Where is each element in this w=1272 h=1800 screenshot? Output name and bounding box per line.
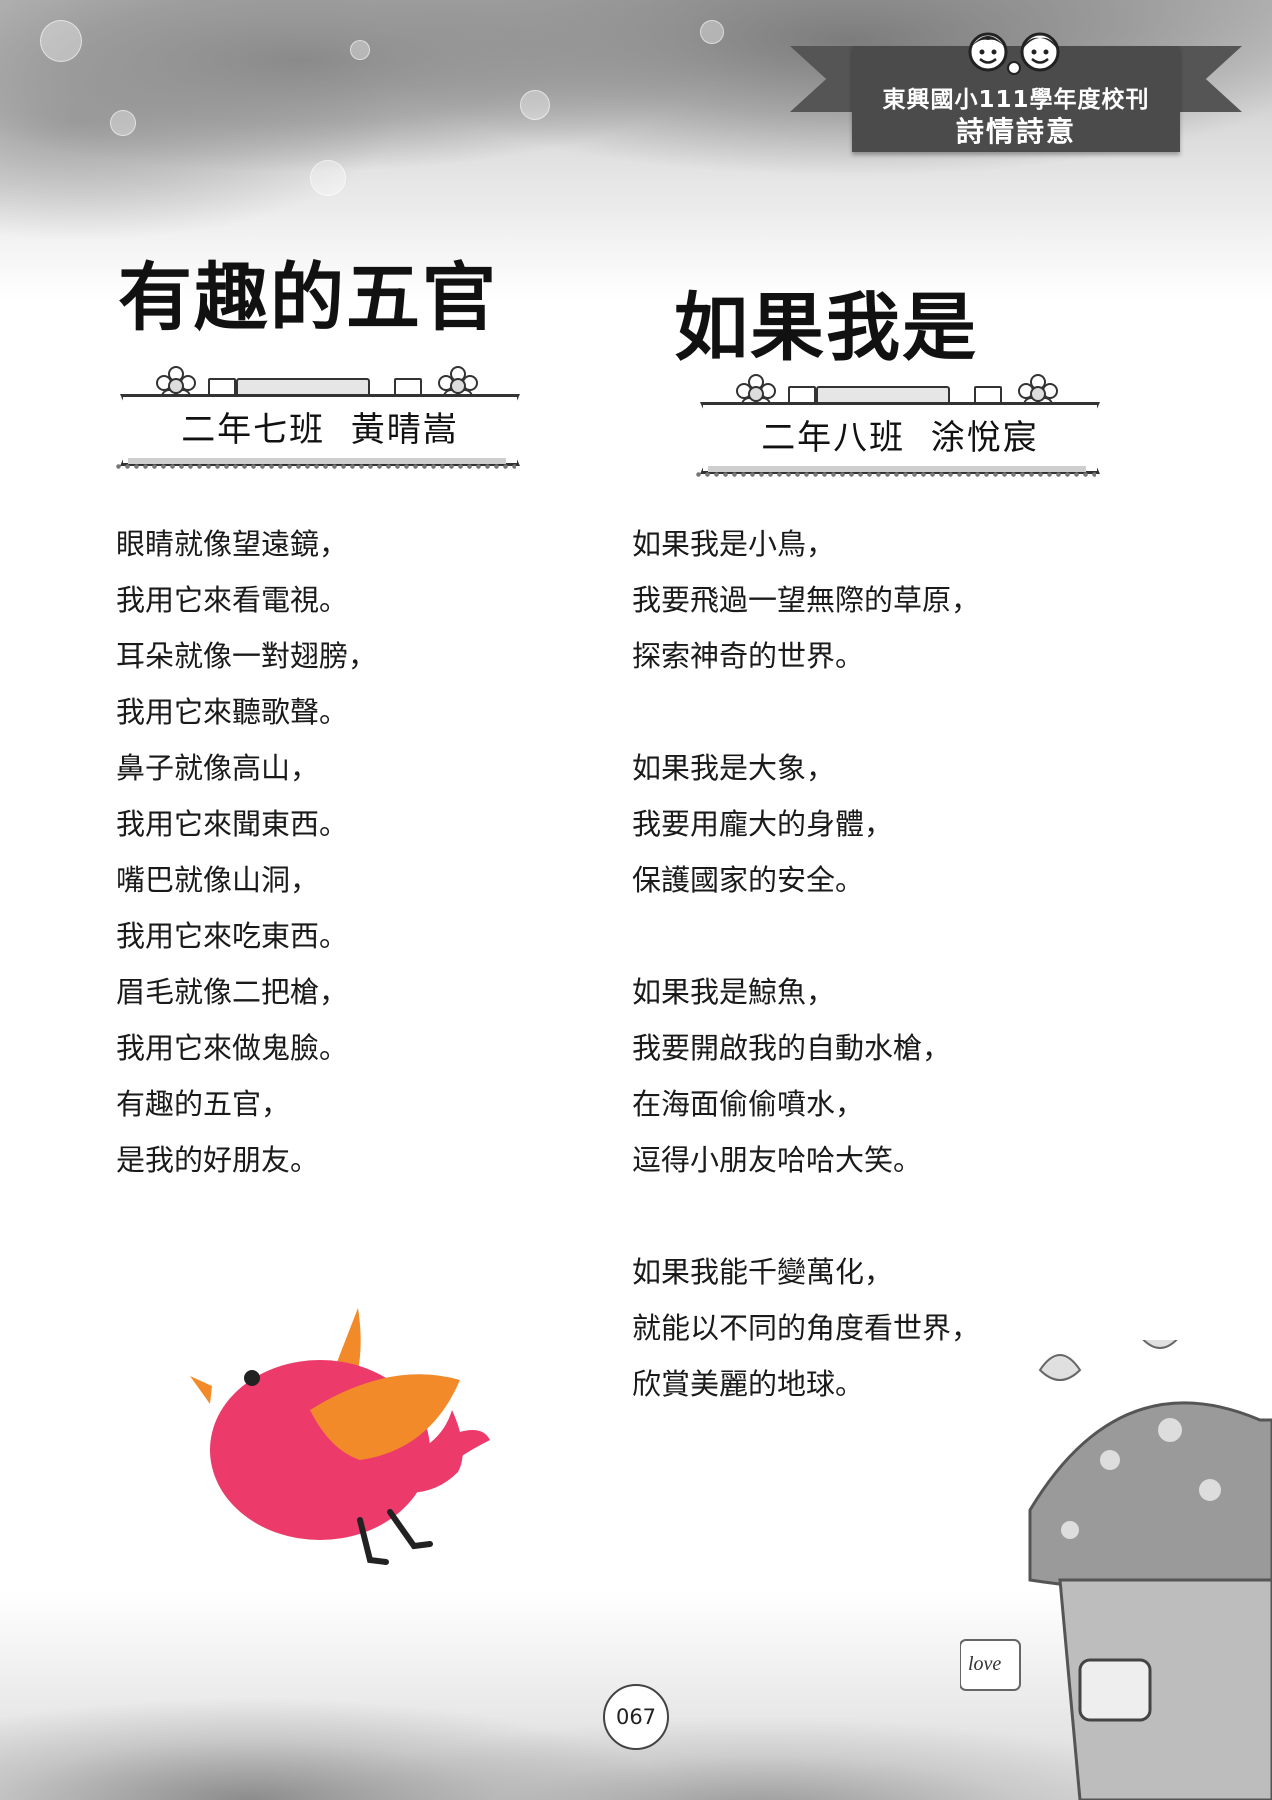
- school-line: 東興國小111學年度校刊: [882, 87, 1150, 113]
- mushroom-house-illustration: love: [960, 1340, 1272, 1800]
- banner-dots: [694, 470, 1096, 480]
- bird-illustration: [190, 1308, 490, 1565]
- poem-line: 我用它來聞東西。: [116, 807, 349, 841]
- poem-line: 如果我是小鳥，: [632, 527, 836, 561]
- poem-line: 我用它來看電視。: [116, 583, 349, 617]
- bokeh-circle: [700, 20, 724, 44]
- poem1-body: 眼睛就像望遠鏡， 我用它來看電視。 耳朵就像一對翅膀， 我用它來聽歌聲。 鼻子就…: [116, 516, 566, 1188]
- poem2-title: 如果我是: [674, 285, 978, 371]
- stanza-gap: [632, 1188, 1192, 1244]
- header-ribbon: 東興國小111學年度校刊 詩情詩意: [790, 32, 1242, 158]
- poem-line: 耳朵就像一對翅膀，: [116, 639, 378, 673]
- section-title: 詩情詩意: [955, 115, 1076, 148]
- stanza: 如果我能千變萬化， 就能以不同的角度看世界， 欣賞美麗的地球。: [632, 1244, 1192, 1412]
- banner-plate: 二年七班 黃晴嵩: [120, 394, 520, 466]
- page-number: 067: [603, 1684, 669, 1750]
- author-banner-1: 二年七班 黃晴嵩: [112, 366, 522, 478]
- poem-line: 有趣的五官，: [116, 1087, 291, 1121]
- banner-plate: 二年八班 涂悅宸: [700, 402, 1100, 474]
- poem1-author: 二年七班 黃晴嵩: [181, 410, 459, 450]
- stanza: 如果我是小鳥， 我要飛過一望無際的草原， 探索神奇的世界。: [632, 516, 1192, 684]
- banner-dots: [114, 462, 516, 472]
- stanza-gap: [632, 908, 1192, 964]
- bokeh-circle: [520, 90, 550, 120]
- poem-line: 探索神奇的世界。: [632, 639, 865, 673]
- author-banner-2: 二年八班 涂悅宸: [692, 374, 1102, 486]
- poem-line: 就能以不同的角度看世界，: [632, 1311, 981, 1345]
- kids-icon: [968, 32, 1060, 75]
- poem-line: 我用它來吃東西。: [116, 919, 349, 953]
- poem-line: 眉毛就像二把槍，: [116, 975, 349, 1009]
- poem2-author: 二年八班 涂悅宸: [761, 418, 1039, 458]
- love-sign: love: [968, 1653, 1001, 1675]
- poem-line: 我要用龐大的身體，: [632, 807, 894, 841]
- poem1-title: 有趣的五官: [118, 255, 498, 341]
- banner-underlay: [128, 458, 506, 464]
- poem-line: 是我的好朋友。: [116, 1143, 320, 1177]
- poem-line: 我要開啟我的自動水槍，: [632, 1031, 952, 1065]
- poem-line: 如果我能千變萬化，: [632, 1255, 894, 1289]
- poem-line: 我用它來做鬼臉。: [116, 1031, 349, 1065]
- banner-underlay: [708, 466, 1086, 472]
- poem-line: 嘴巴就像山洞，: [116, 863, 320, 897]
- poem-line: 我用它來聽歌聲。: [116, 695, 349, 729]
- poem-line: 逗得小朋友哈哈大笑。: [632, 1143, 923, 1177]
- bokeh-circle: [40, 20, 82, 62]
- poem-line: 如果我是鯨魚，: [632, 975, 836, 1009]
- poem-line: 我要飛過一望無際的草原，: [632, 583, 981, 617]
- poem-line: 欣賞美麗的地球。: [632, 1367, 865, 1401]
- poem-line: 鼻子就像高山，: [116, 751, 320, 785]
- bokeh-circle: [310, 160, 346, 196]
- poem-line: 眼睛就像望遠鏡，: [116, 527, 349, 561]
- poem-line: 保護國家的安全。: [632, 863, 865, 897]
- poem2-body: 如果我是小鳥， 我要飛過一望無際的草原， 探索神奇的世界。 如果我是大象， 我要…: [632, 516, 1192, 1412]
- bokeh-circle: [350, 40, 370, 60]
- poem-line: 如果我是大象，: [632, 751, 836, 785]
- stanza: 如果我是大象， 我要用龐大的身體， 保護國家的安全。: [632, 740, 1192, 908]
- stanza: 如果我是鯨魚， 我要開啟我的自動水槍， 在海面偷偷噴水， 逗得小朋友哈哈大笑。: [632, 964, 1192, 1188]
- bokeh-circle: [110, 110, 136, 136]
- stanza-gap: [632, 684, 1192, 740]
- poem-line: 在海面偷偷噴水，: [632, 1087, 865, 1121]
